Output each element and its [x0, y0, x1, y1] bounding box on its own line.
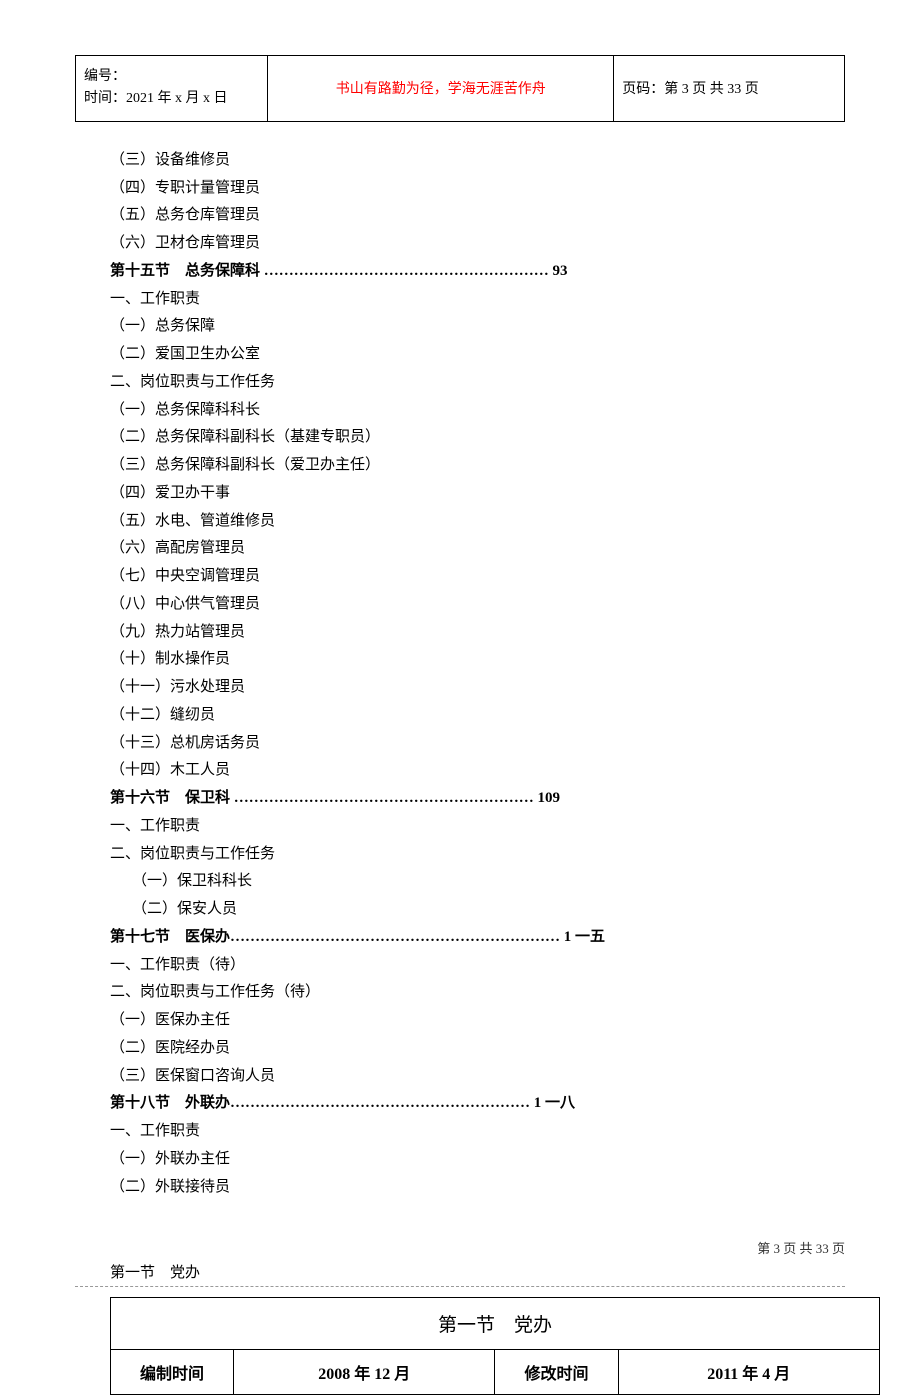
- header-motto: 书山有路勤为径，学海无涯苦作舟: [268, 56, 614, 122]
- footer-page-number: 第 3 页 共 33 页: [757, 1238, 845, 1257]
- toc-item: （九）热力站管理员: [110, 619, 845, 647]
- toc-item: （七）中央空调管理员: [110, 563, 845, 591]
- toc-item: （六）高配房管理员: [110, 535, 845, 563]
- toc-item: （三）总务保障科副科长（爱卫办主任）: [110, 452, 845, 480]
- toc-item: （一）医保办主任: [110, 1007, 845, 1035]
- page-container: 编号： 时间：2021 年 x 月 x 日 书山有路勤为径，学海无涯苦作舟 页码…: [0, 0, 920, 1395]
- toc-item: 一、工作职责: [110, 286, 845, 314]
- toc-item: 一、工作职责（待）: [110, 952, 845, 980]
- toc-item: （三）医保窗口咨询人员: [110, 1063, 845, 1091]
- time-label: 时间：2021 年 x 月 x 日: [84, 88, 259, 110]
- toc-item: （十）制水操作员: [110, 646, 845, 674]
- toc-item: （一）保卫科科长: [110, 868, 845, 896]
- toc-item: （二）爱国卫生办公室: [110, 341, 845, 369]
- compile-time-label: 编制时间: [111, 1350, 234, 1395]
- toc-item: （二）外联接待员: [110, 1174, 845, 1202]
- section-18-title: 第十八节 外联办…………………………………………………… 1 一八: [110, 1090, 845, 1118]
- toc-item: （六）卫材仓库管理员: [110, 230, 845, 258]
- toc-item: （四）专职计量管理员: [110, 175, 845, 203]
- toc-item: （一）外联办主任: [110, 1146, 845, 1174]
- toc-item: 二、岗位职责与工作任务: [110, 841, 845, 869]
- info-table-title: 第一节 党办: [111, 1298, 880, 1350]
- toc-item: （一）总务保障科科长: [110, 397, 845, 425]
- doc-id-label: 编号：: [84, 66, 259, 88]
- section-15-title: 第十五节 总务保障科 ………………………………………………… 93: [110, 258, 845, 286]
- header-table: 编号： 时间：2021 年 x 月 x 日 书山有路勤为径，学海无涯苦作舟 页码…: [75, 55, 845, 122]
- header-page-label: 页码：第 3 页 共 33 页: [614, 56, 845, 122]
- toc-item: （十四）木工人员: [110, 757, 845, 785]
- header-left-cell: 编号： 时间：2021 年 x 月 x 日: [76, 56, 268, 122]
- toc-content: （三）设备维修员 （四）专职计量管理员 （五）总务仓库管理员 （六）卫材仓库管理…: [75, 147, 845, 1202]
- section-17-title: 第十七节 医保办………………………………………………………… 1 一五: [110, 924, 845, 952]
- toc-item: （八）中心供气管理员: [110, 591, 845, 619]
- modify-time-value: 2011 年 4 月: [618, 1350, 879, 1395]
- modify-time-label: 修改时间: [495, 1350, 618, 1395]
- toc-item: （五）总务仓库管理员: [110, 202, 845, 230]
- toc-item: 一、工作职责: [110, 1118, 845, 1146]
- toc-item: （五）水电、管道维修员: [110, 508, 845, 536]
- toc-item: （一）总务保障: [110, 313, 845, 341]
- section-heading: 第一节 党办: [75, 1261, 845, 1287]
- toc-item: 二、岗位职责与工作任务: [110, 369, 845, 397]
- toc-item: 二、岗位职责与工作任务（待）: [110, 979, 845, 1007]
- info-table: 第一节 党办 编制时间 2008 年 12 月 修改时间 2011 年 4 月: [110, 1297, 880, 1395]
- section-16-title: 第十六节 保卫科 …………………………………………………… 109: [110, 785, 845, 813]
- toc-item: （十二）缝纫员: [110, 702, 845, 730]
- toc-item: （四）爱卫办干事: [110, 480, 845, 508]
- toc-item: 一、工作职责: [110, 813, 845, 841]
- toc-item: （二）保安人员: [110, 896, 845, 924]
- compile-time-value: 2008 年 12 月: [234, 1350, 495, 1395]
- toc-item: （三）设备维修员: [110, 147, 845, 175]
- toc-item: （十三）总机房话务员: [110, 730, 845, 758]
- toc-item: （十一）污水处理员: [110, 674, 845, 702]
- toc-item: （二）医院经办员: [110, 1035, 845, 1063]
- toc-item: （二）总务保障科副科长（基建专职员）: [110, 424, 845, 452]
